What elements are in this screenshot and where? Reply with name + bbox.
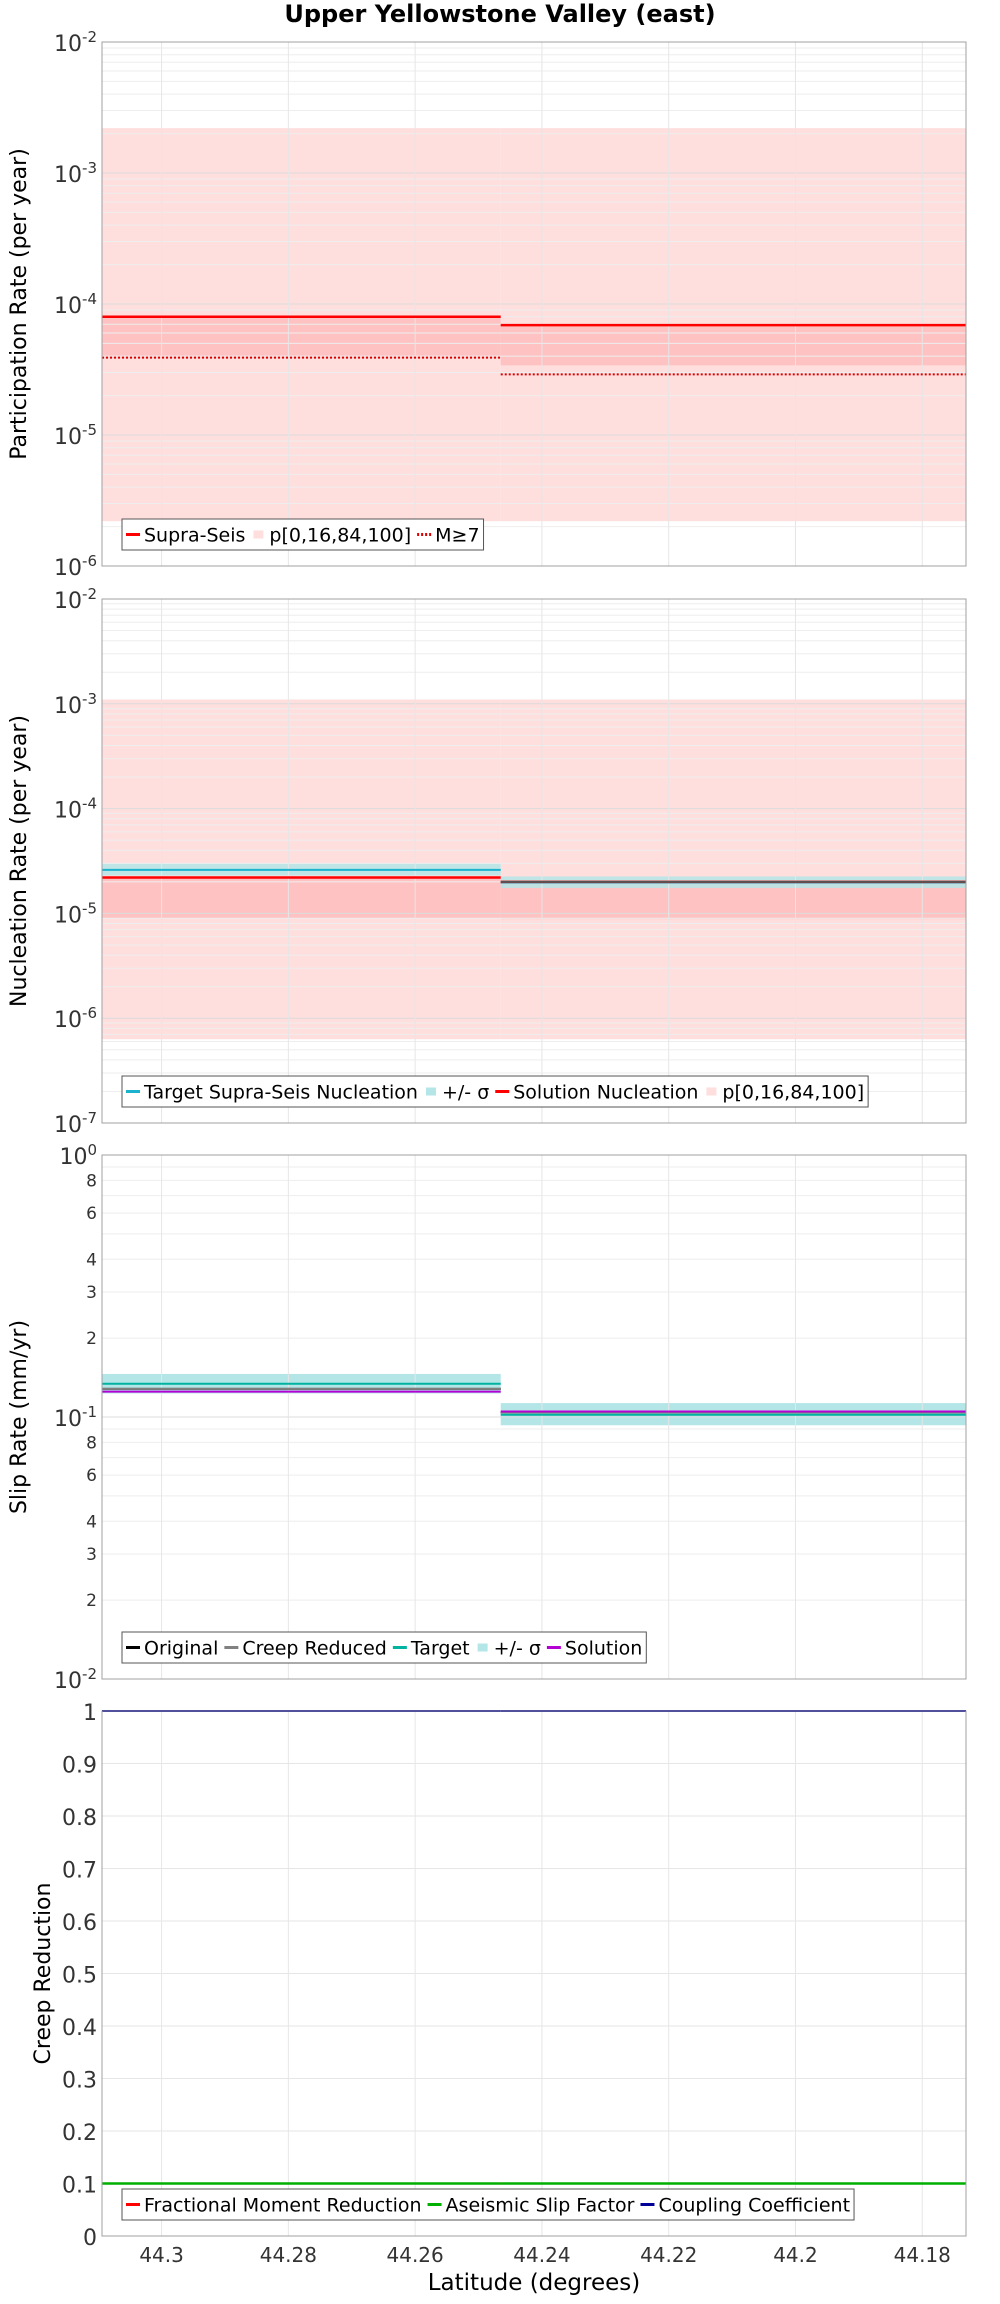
x-tick-label: 44.3 (139, 2243, 184, 2267)
y-tick-label: 0 (83, 2226, 97, 2251)
y-tick-label: 10-3 (54, 690, 97, 719)
y-axis-label: Participation Rate (per year) (7, 148, 32, 460)
legend-label: Original (144, 1638, 218, 1660)
y-tick-label: 0.3 (62, 2069, 97, 2094)
y-tick-label: 4 (86, 1512, 97, 1532)
y-tick-label: 10-2 (54, 28, 97, 57)
legend: Fractional Moment Reduction Aseismic Slip… (121, 2188, 855, 2221)
y-tick-label: 2 (86, 1591, 97, 1611)
y-tick-label: 0.4 (62, 2016, 97, 2041)
plot-frame (101, 1154, 967, 1680)
legend-label: p[0,16,84,100] (722, 1082, 864, 1104)
y-tick-label: 0.6 (62, 1911, 97, 1936)
legend: Original Creep Reduced Target +/- σ Solution (121, 1631, 647, 1664)
panel-nucleation: 10-7 10-6 10-5 10-4 10-3 10-2 Nucleation Rate … (7, 585, 967, 1138)
y-tick-label: 10-6 (54, 552, 97, 581)
y-tick-label: 3 (86, 1545, 97, 1565)
x-tick-label: 44.24 (513, 2243, 570, 2267)
legend-label: Solution Nucleation (513, 1082, 698, 1104)
legend-box (121, 518, 485, 551)
y-tick-label: 10-5 (54, 899, 97, 928)
legend-label: Target Supra-Seis Nucleation (143, 1082, 418, 1104)
y-tick-label: 10-2 (54, 1665, 97, 1694)
legend-label: M≥7 (435, 525, 479, 547)
y-tick-label: 0.5 (62, 1964, 97, 1989)
x-tick-label: 44.28 (260, 2243, 317, 2267)
y-axis-label: Nucleation Rate (per year) (7, 715, 32, 1007)
legend-swatch (706, 1087, 717, 1096)
legend-box (121, 2188, 855, 2221)
y-tick-label: 10-7 (54, 1109, 97, 1138)
y-tick-label: 6 (86, 1466, 97, 1486)
x-tick-label: 44.22 (640, 2243, 697, 2267)
legend-swatch (425, 1087, 436, 1096)
y-tick-label: 6 (86, 1204, 97, 1224)
legend-swatch (477, 1643, 488, 1652)
legend-box (121, 1075, 869, 1108)
y-tick-label: 100 (59, 1141, 97, 1170)
panel-creep: 0 0.1 0.2 0.3 0.4 0.5 0.6 0.7 0.8 0.9 1 Creep Reduc… (31, 1701, 967, 2267)
y-tick-label: 0.1 (62, 2174, 97, 2199)
chart-title: Upper Yellowstone Valley (east) (284, 0, 715, 28)
legend-label: Coupling Coefficient (658, 2195, 850, 2217)
band-p16-p84 (102, 877, 501, 919)
y-axis-label: Slip Rate (mm/yr) (7, 1320, 32, 1514)
legend-label: Supra-Seis (144, 525, 245, 547)
y-tick-label: 10-4 (54, 795, 97, 824)
legend-label: Target (410, 1638, 470, 1660)
y-axis-label: Creep Reduction (31, 1883, 56, 2065)
y-tick-label: 1 (83, 1701, 97, 1726)
y-tick-label: 10-2 (54, 585, 97, 614)
legend-label: +/- σ (442, 1082, 489, 1104)
plot-frame (101, 1710, 967, 2237)
legend-label: +/- σ (494, 1638, 541, 1660)
panel-participation: 10-6 10-5 10-4 10-3 10-2 Participation Rate (… (7, 28, 967, 581)
legend-swatch (253, 530, 264, 539)
legend-label: Creep Reduced (242, 1638, 386, 1660)
x-tick-label: 44.18 (894, 2243, 951, 2267)
band-p0-p100 (500, 699, 966, 1040)
y-tick-label: 0.2 (62, 2121, 97, 2146)
y-tick-label: 10-5 (54, 421, 97, 450)
y-tick-label: 10-6 (54, 1004, 97, 1033)
x-tick-label: 44.2 (773, 2243, 818, 2267)
band-p16-p84 (102, 316, 501, 358)
y-tick-label: 10-1 (54, 1403, 97, 1432)
legend-label: Aseismic Slip Factor (446, 2195, 635, 2217)
y-tick-label: 3 (86, 1283, 97, 1303)
legend-label: p[0,16,84,100] (269, 525, 411, 547)
y-tick-label: 0.9 (62, 1754, 97, 1779)
y-tick-label: 8 (86, 1171, 97, 1191)
legend-label: Solution (565, 1638, 642, 1660)
y-tick-label: 10-4 (54, 290, 97, 319)
legend: Target Supra-Seis Nucleation +/- σ Solutio… (121, 1075, 869, 1108)
x-tick-label: 44.26 (387, 2243, 444, 2267)
legend: Supra-Seis p[0,16,84,100] M≥7 (121, 518, 485, 551)
plot-frame (101, 41, 967, 567)
band-p16-p84 (500, 325, 966, 366)
plot-frame (101, 598, 967, 1124)
y-tick-label: 0.8 (62, 1806, 97, 1831)
y-tick-label: 10-3 (54, 159, 97, 188)
x-axis-label: Latitude (degrees) (428, 2270, 641, 2296)
legend-label: Fractional Moment Reduction (144, 2195, 422, 2217)
y-tick-label: 0.7 (62, 1859, 97, 1884)
y-tick-label: 8 (86, 1433, 97, 1453)
y-tick-label: 4 (86, 1250, 97, 1270)
y-tick-label: 2 (86, 1329, 97, 1349)
